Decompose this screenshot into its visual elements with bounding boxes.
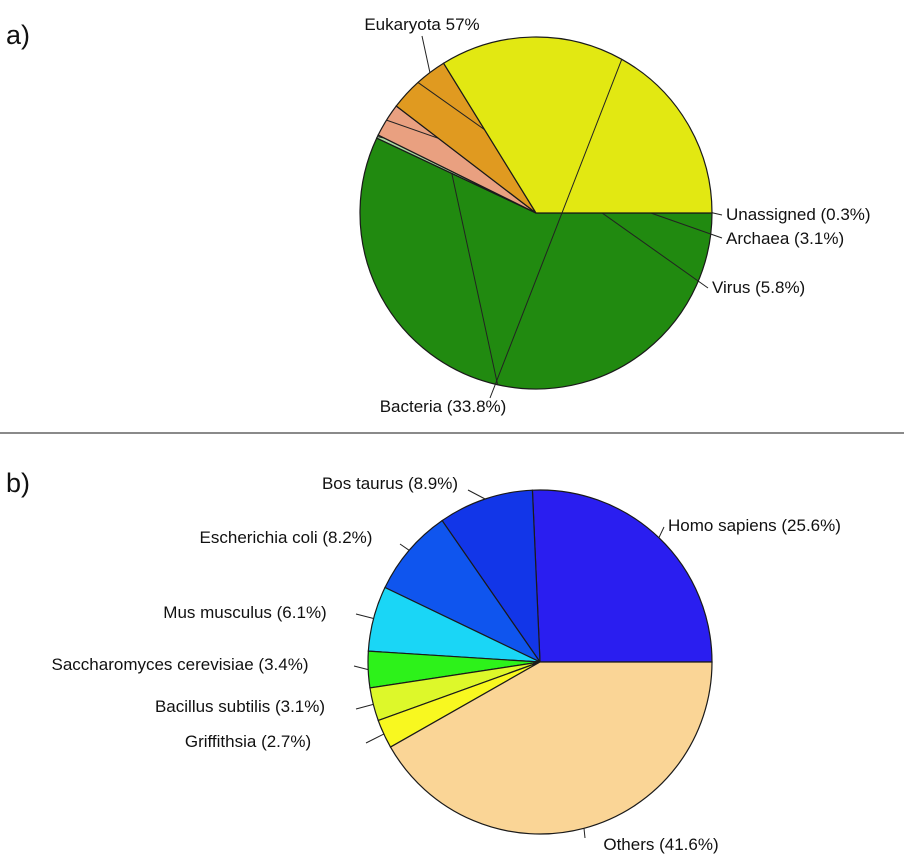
leader-line-mus-musculus xyxy=(355,613,374,620)
leader-line-bos-taurus xyxy=(467,489,486,500)
leader-line-others xyxy=(583,828,586,839)
slice-label-bos-taurus: Bos taurus (8.9%) xyxy=(322,474,458,493)
leader-line-bacillus-subtilis xyxy=(355,703,374,710)
slice-label-eukaryota-57: Eukaryota 57% xyxy=(364,15,479,34)
slice-label-bacteria: Bacteria (33.8%) xyxy=(380,397,507,416)
leader-line-saccharomyces-cerevisiae xyxy=(353,665,369,671)
slice-label-griffithsia: Griffithsia (2.7%) xyxy=(185,732,311,751)
panel-b-label: b) xyxy=(6,468,30,498)
pie-slice-bos-taurus xyxy=(441,489,541,665)
pie-slice-escherichia-coli xyxy=(384,519,542,664)
pie-slice-homo-sapiens xyxy=(531,489,713,663)
slice-label-unassigned: Unassigned (0.3%) xyxy=(726,205,871,224)
pie-chart-a: Eukaryota 57% Unassigned (0.3%) Archaea (3… xyxy=(359,15,871,416)
slice-label-escherichia-coli: Escherichia coli (8.2%) xyxy=(200,528,373,547)
slice-label-others: Others (41.6%) xyxy=(603,835,718,854)
leader-line-griffithsia xyxy=(365,733,385,744)
slice-label-mus-musculus: Mus musculus (6.1%) xyxy=(163,603,326,622)
pie-chart-b: Homo sapiens (25.6%) Bos taurus (8.9%) Esc… xyxy=(52,474,841,854)
slice-label-archaea: Archaea (3.1%) xyxy=(726,229,844,248)
panel-a-label: a) xyxy=(6,20,30,50)
leader-line-homo-sapiens xyxy=(658,526,665,538)
slice-label-homo-sapiens: Homo sapiens (25.6%) xyxy=(668,516,841,535)
slice-label-virus: Virus (5.8%) xyxy=(712,278,805,297)
leader-line-escherichia-coli xyxy=(399,543,410,551)
slice-label-saccharomyces-cerevisiae: Saccharomyces cerevisiae (3.4%) xyxy=(52,655,309,674)
slice-label-bacillus-subtilis: Bacillus subtilis (3.1%) xyxy=(155,697,325,716)
leader-line-bacteria xyxy=(489,59,623,399)
pie-slice-bacteria xyxy=(442,36,713,214)
